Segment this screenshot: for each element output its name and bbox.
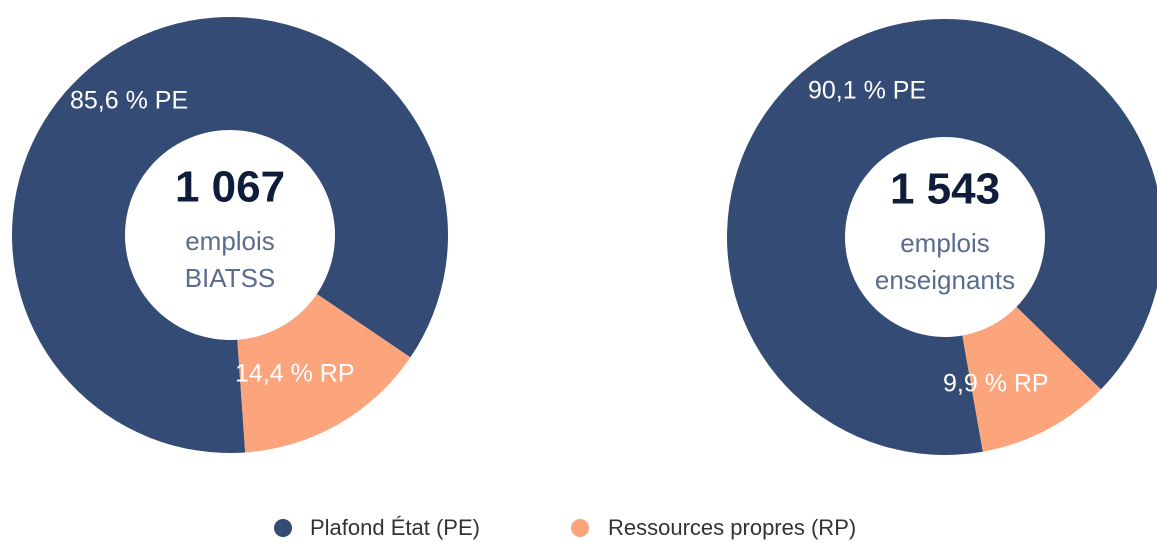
slice [962,306,1101,452]
legend-label: Plafond État (PE) [310,515,480,540]
total: 1 067 [175,163,285,212]
slice [12,17,449,453]
slice-label: 9,9 % RP [943,370,1049,398]
slice [237,293,411,453]
slice-label: 14,4 % RP [235,360,355,388]
slice-label: 90,1 % PE [808,77,926,105]
center-text: BIATSS [185,263,276,293]
legend-swatch [274,519,292,537]
legend-swatch [571,519,589,537]
total: 1 543 [890,165,1000,214]
center-text: enseignants [875,265,1015,295]
legend-label: Ressources propres (RP) [608,515,856,540]
center-text: emplois [185,226,275,256]
center-text: emplois [900,228,990,258]
slice-label: 85,6 % PE [70,87,188,115]
slice [727,19,1157,455]
